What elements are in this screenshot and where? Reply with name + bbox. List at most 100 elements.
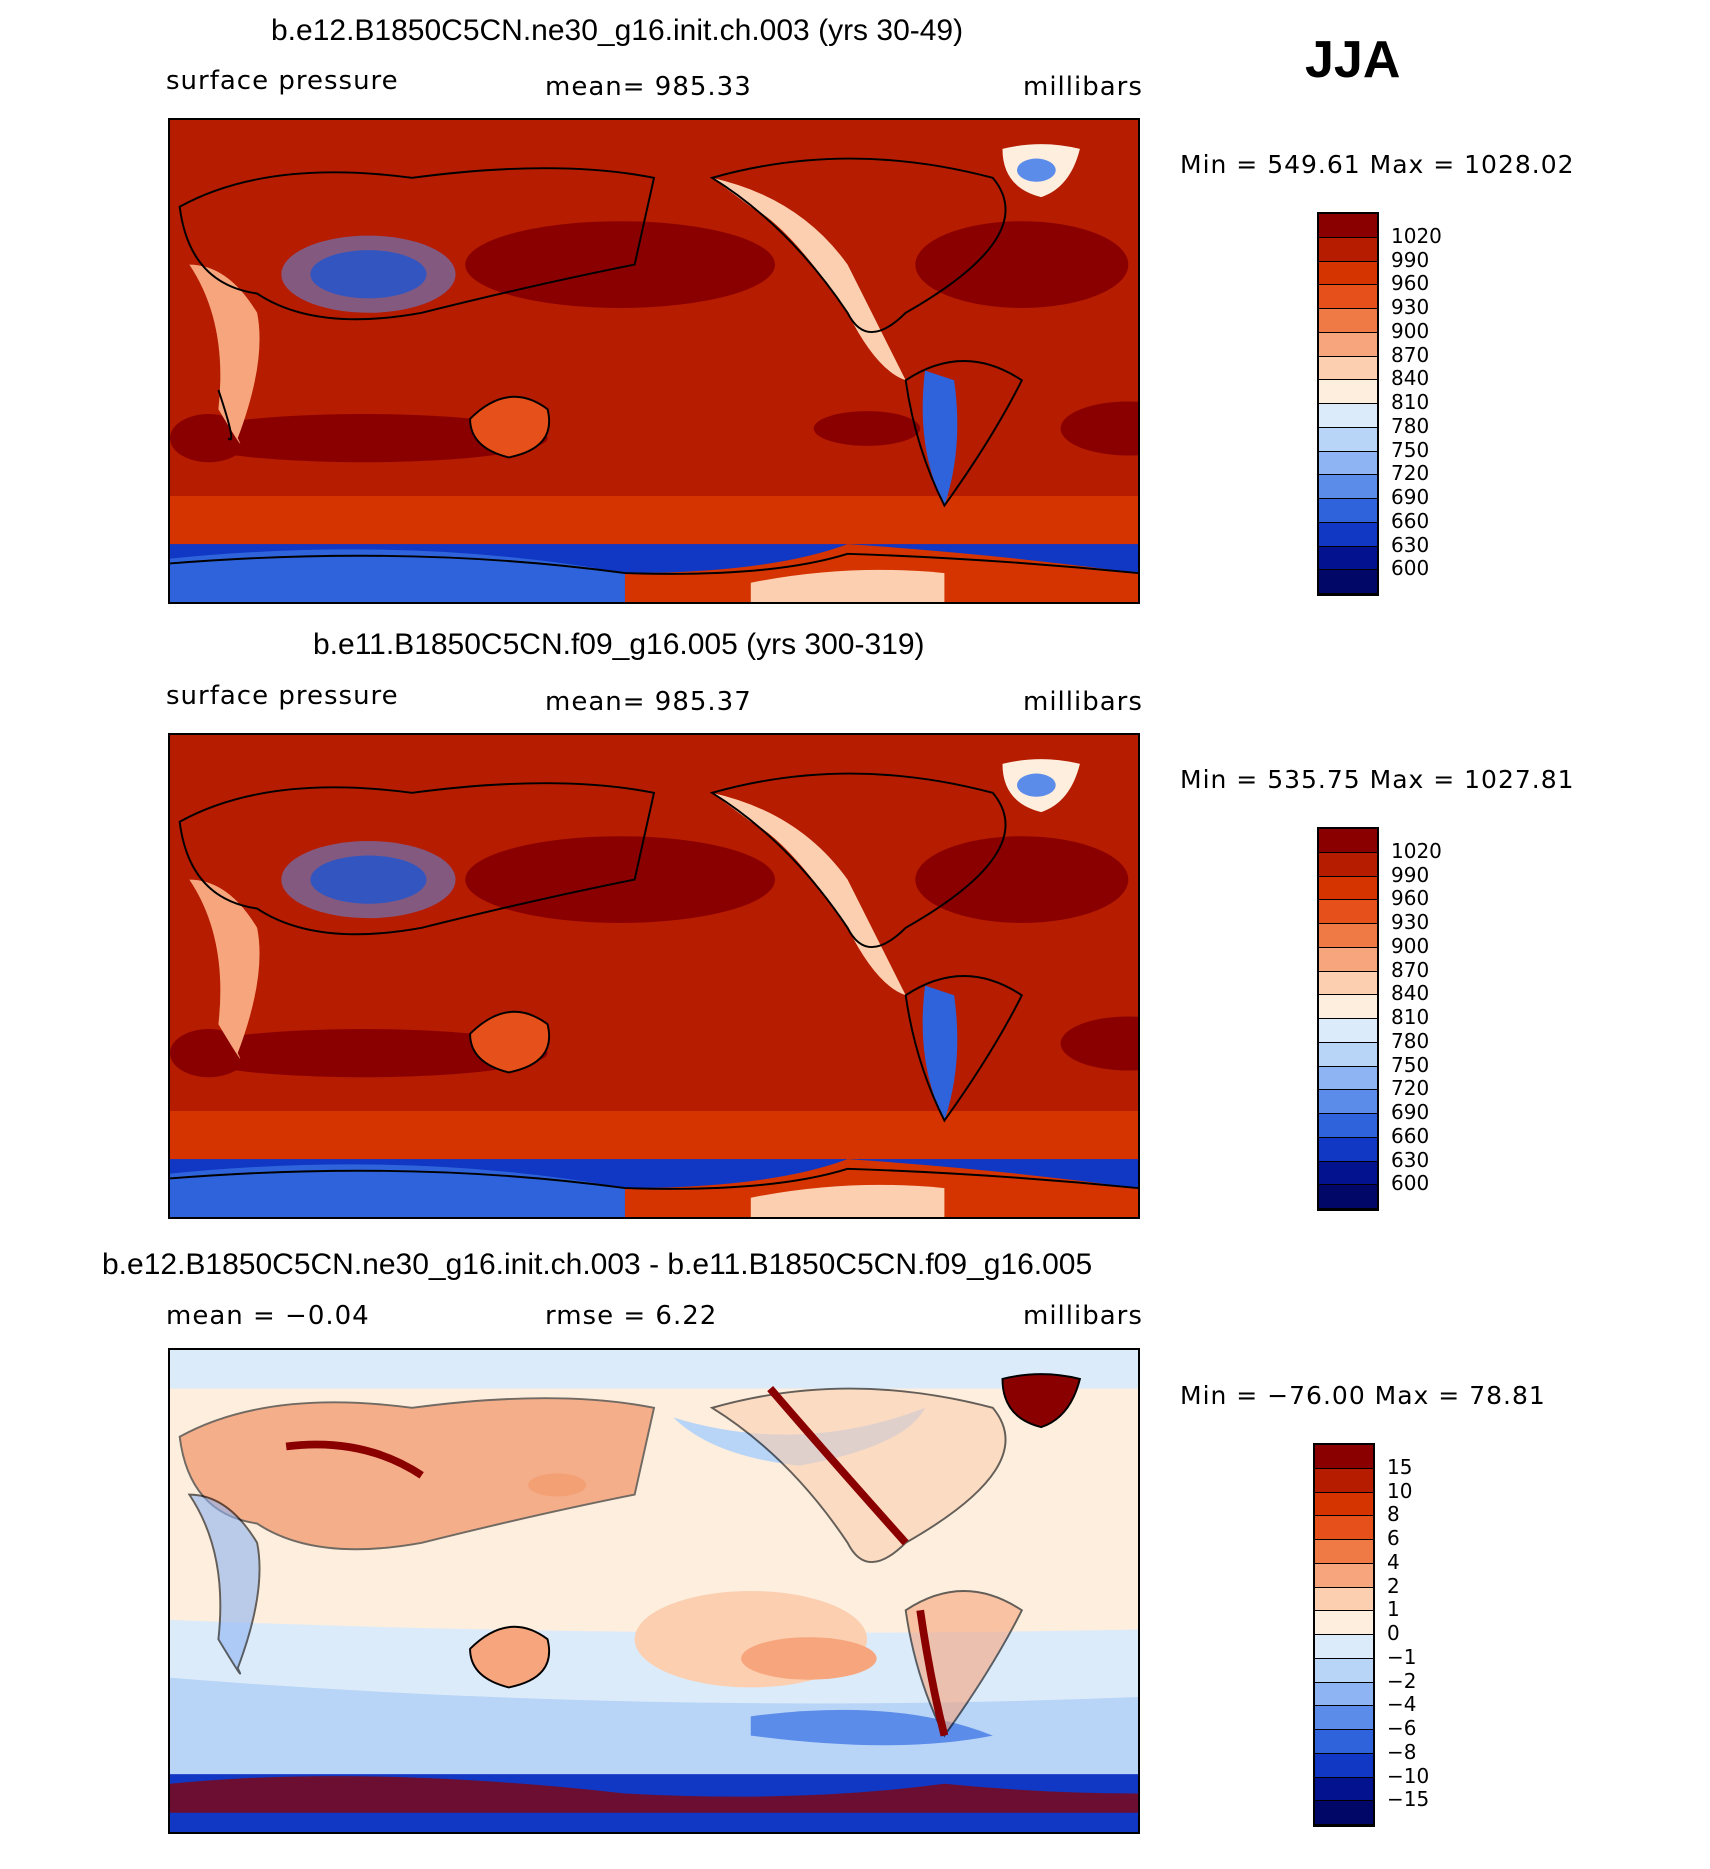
panel1-minmax: Min = 549.61 Max = 1028.02	[1180, 150, 1575, 179]
colorbar-swatch	[1315, 1730, 1373, 1754]
colorbar-swatch	[1319, 1090, 1377, 1114]
colorbar-swatch	[1319, 1042, 1377, 1067]
colorbar-swatch	[1319, 829, 1377, 853]
colorbar-swatch	[1319, 285, 1377, 309]
panel2-units: millibars	[1023, 687, 1143, 717]
colorbar-level-label: 690	[1391, 1100, 1430, 1124]
colorbar-level-label: 600	[1391, 556, 1430, 581]
colorbar-level-label: 870	[1391, 957, 1430, 982]
colorbar-level-label: 840	[1391, 366, 1430, 391]
colorbar-level-label: −2	[1387, 1668, 1417, 1693]
colorbar-swatch	[1319, 947, 1377, 972]
colorbar-level-label: 15	[1387, 1454, 1413, 1479]
colorbar-level-label: 1020	[1391, 838, 1442, 863]
colorbar-level-label: −4	[1387, 1692, 1417, 1717]
colorbar-level-label: −1	[1387, 1644, 1417, 1669]
colorbar-level-label: 840	[1391, 981, 1430, 1006]
panel2-title: b.e11.B1850C5CN.f09_g16.005 (yrs 300-319…	[313, 628, 925, 661]
colorbar-level-label: 660	[1391, 508, 1430, 533]
panel2-map-plot	[170, 735, 1138, 1217]
panel1-units: millibars	[1023, 72, 1143, 102]
colorbar-swatch	[1319, 451, 1377, 476]
colorbar-level-label: 990	[1391, 862, 1430, 887]
colorbar-level-label: 870	[1391, 342, 1430, 367]
colorbar-swatch	[1319, 924, 1377, 948]
colorbar-level-label: −15	[1387, 1787, 1430, 1812]
colorbar-level-label: 810	[1391, 390, 1430, 414]
colorbar-swatch	[1315, 1445, 1373, 1469]
colorbar-level-label: 780	[1391, 1028, 1430, 1053]
colorbar-swatch	[1319, 261, 1377, 286]
panel3-title: b.e12.B1850C5CN.ne30_g16.init.ch.003 - b…	[102, 1248, 1093, 1281]
colorbar-swatch	[1319, 995, 1377, 1019]
panel3-units: millibars	[1023, 1301, 1143, 1331]
panel2-colorbar	[1317, 827, 1379, 1211]
colorbar-level-label: 630	[1391, 1147, 1430, 1172]
panel3-minmax: Min = −76.00 Max = 78.81	[1180, 1381, 1546, 1410]
colorbar-swatch	[1315, 1468, 1373, 1493]
colorbar-swatch	[1315, 1658, 1373, 1683]
season-label: JJA	[1305, 31, 1401, 89]
colorbar-swatch	[1319, 499, 1377, 523]
colorbar-level-label: 810	[1391, 1005, 1430, 1029]
colorbar-level-label: 630	[1391, 532, 1430, 557]
colorbar-swatch	[1315, 1777, 1373, 1802]
colorbar-level-label: 750	[1391, 1052, 1430, 1077]
colorbar-swatch	[1315, 1682, 1373, 1707]
colorbar-swatch	[1319, 309, 1377, 333]
colorbar-swatch	[1319, 522, 1377, 547]
panel1-colorbar	[1317, 212, 1379, 596]
colorbar-swatch	[1315, 1516, 1373, 1540]
colorbar-level-label: 1020	[1391, 223, 1442, 248]
colorbar-swatch	[1319, 1019, 1377, 1043]
panel2-minmax: Min = 535.75 Max = 1027.81	[1180, 765, 1575, 794]
colorbar-swatch	[1319, 1114, 1377, 1138]
colorbar-swatch	[1319, 546, 1377, 571]
panel2-variable: surface pressure	[166, 681, 399, 711]
panel1-variable: surface pressure	[166, 66, 399, 96]
colorbar-level-label: 10	[1387, 1478, 1413, 1503]
colorbar-level-label: 720	[1391, 461, 1430, 486]
colorbar-level-label: −6	[1387, 1716, 1417, 1740]
colorbar-swatch	[1319, 1185, 1377, 1209]
colorbar-swatch	[1315, 1706, 1373, 1730]
colorbar-level-label: 930	[1391, 295, 1430, 319]
colorbar-swatch	[1319, 900, 1377, 924]
colorbar-level-label: 690	[1391, 485, 1430, 509]
colorbar-level-label: 780	[1391, 413, 1430, 438]
colorbar-swatch	[1315, 1611, 1373, 1635]
panel3-map-plot	[170, 1350, 1138, 1832]
colorbar-level-label: 900	[1391, 933, 1430, 958]
colorbar-level-label: 6	[1387, 1526, 1400, 1550]
panel3-rmse: rmse = 6.22	[545, 1301, 718, 1331]
colorbar-swatch	[1315, 1635, 1373, 1659]
colorbar-swatch	[1315, 1563, 1373, 1588]
colorbar-level-label: 0	[1387, 1621, 1400, 1645]
colorbar-swatch	[1315, 1540, 1373, 1564]
colorbar-level-label: 750	[1391, 437, 1430, 462]
colorbar-swatch	[1319, 475, 1377, 499]
colorbar-swatch	[1319, 971, 1377, 996]
colorbar-swatch	[1319, 570, 1377, 594]
colorbar-swatch	[1319, 1137, 1377, 1162]
colorbar-swatch	[1315, 1587, 1373, 1612]
panel3-mean: mean = −0.04	[166, 1301, 370, 1331]
panel1-title: b.e12.B1850C5CN.ne30_g16.init.ch.003 (yr…	[271, 14, 964, 47]
colorbar-swatch	[1319, 214, 1377, 238]
panel2-map	[168, 733, 1140, 1219]
colorbar-swatch	[1319, 356, 1377, 381]
colorbar-swatch	[1319, 237, 1377, 262]
colorbar-level-label: 1	[1387, 1597, 1400, 1622]
colorbar-level-label: 600	[1391, 1171, 1430, 1196]
colorbar-swatch	[1319, 852, 1377, 877]
panel2-mean: mean= 985.37	[545, 687, 752, 717]
colorbar-swatch	[1319, 332, 1377, 357]
colorbar-swatch	[1319, 1066, 1377, 1091]
colorbar-swatch	[1319, 1161, 1377, 1186]
colorbar-level-label: 900	[1391, 318, 1430, 343]
colorbar-swatch	[1319, 427, 1377, 452]
colorbar-level-label: 960	[1391, 886, 1430, 911]
colorbar-level-label: −10	[1387, 1763, 1430, 1788]
colorbar-level-label: 8	[1387, 1502, 1400, 1527]
colorbar-swatch	[1319, 380, 1377, 404]
